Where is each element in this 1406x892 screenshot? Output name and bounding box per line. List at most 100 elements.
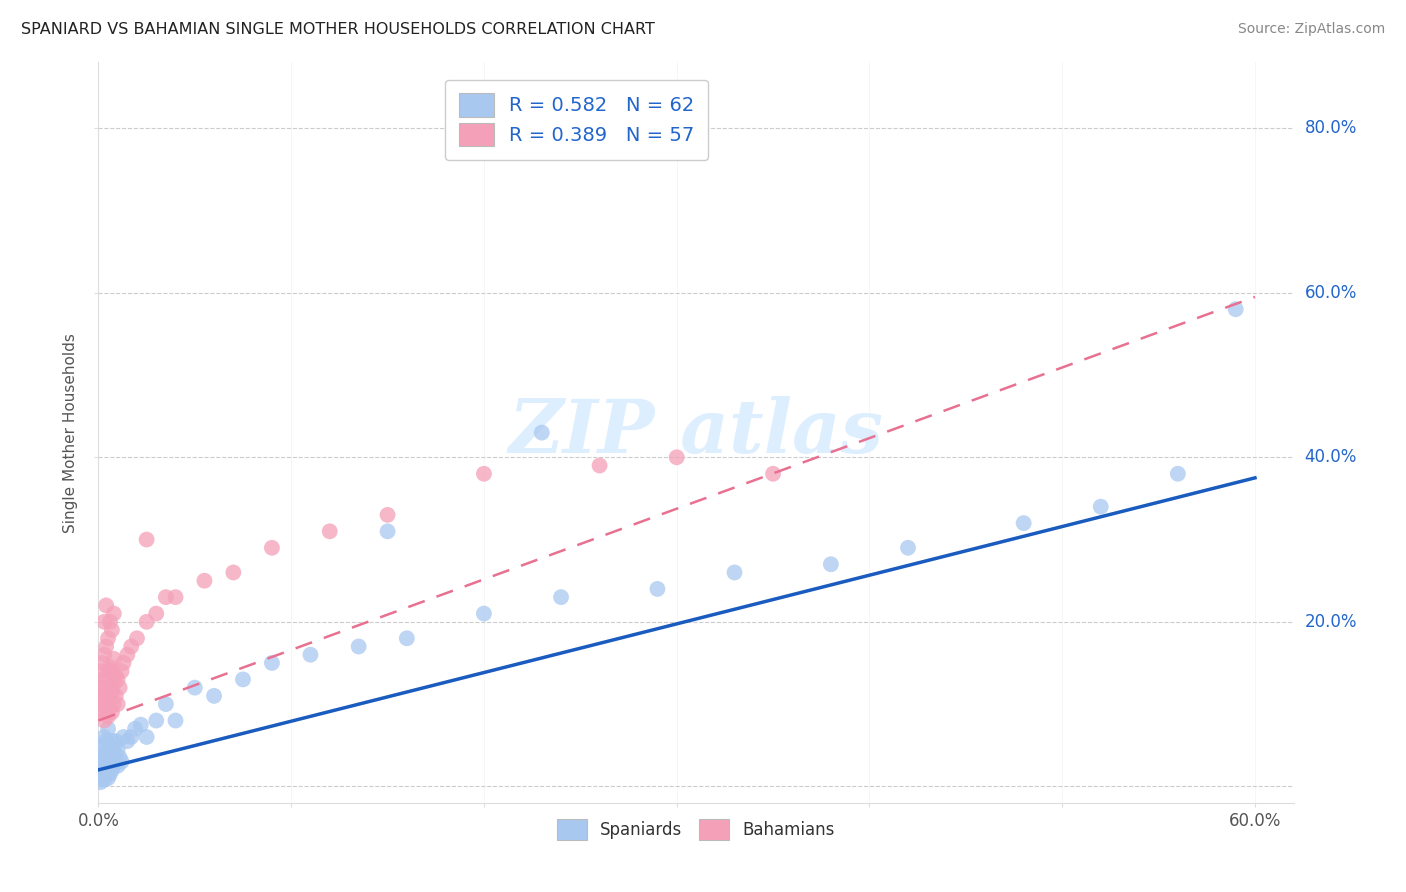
Point	[165, 714, 187, 728]
Point	[762, 467, 785, 481]
Point	[91, 767, 114, 781]
Point	[112, 730, 135, 744]
Point	[820, 558, 842, 572]
Point	[1012, 516, 1035, 530]
Text: ZIP atlas: ZIP atlas	[509, 396, 883, 469]
Point	[89, 697, 111, 711]
Point	[93, 763, 115, 777]
Point	[97, 750, 120, 764]
Point	[97, 709, 120, 723]
Point	[107, 742, 129, 756]
Point	[101, 734, 124, 748]
Point	[120, 640, 142, 654]
Point	[98, 755, 121, 769]
Point	[103, 758, 125, 772]
Point	[104, 668, 127, 682]
Point	[101, 685, 124, 699]
Point	[155, 697, 177, 711]
Text: Source: ZipAtlas.com: Source: ZipAtlas.com	[1237, 22, 1385, 37]
Point	[93, 697, 115, 711]
Point	[472, 607, 495, 621]
Point	[193, 574, 215, 588]
Point	[98, 742, 121, 756]
Point	[377, 524, 399, 539]
Point	[89, 664, 111, 678]
Legend: Spaniards, Bahamians: Spaniards, Bahamians	[550, 813, 842, 847]
Point	[1090, 500, 1112, 514]
Point	[98, 767, 121, 781]
Point	[1167, 467, 1189, 481]
Point	[89, 763, 111, 777]
Point	[93, 738, 115, 752]
Point	[93, 615, 115, 629]
Point	[93, 648, 115, 662]
Point	[377, 508, 399, 522]
Point	[395, 632, 418, 646]
Point	[125, 632, 148, 646]
Point	[135, 615, 157, 629]
Point	[94, 706, 117, 720]
Point	[588, 458, 610, 473]
Point	[101, 664, 124, 678]
Point	[103, 676, 125, 690]
Point	[112, 656, 135, 670]
Point	[1225, 302, 1247, 317]
Point	[135, 533, 157, 547]
Point	[117, 734, 139, 748]
Point	[260, 541, 283, 555]
Text: 60.0%: 60.0%	[1305, 284, 1357, 301]
Point	[107, 697, 129, 711]
Point	[202, 689, 225, 703]
Point	[120, 730, 142, 744]
Point	[129, 717, 152, 731]
Text: 80.0%: 80.0%	[1305, 120, 1357, 137]
Point	[101, 747, 124, 761]
Point	[104, 689, 127, 703]
Point	[94, 640, 117, 654]
Point	[91, 771, 114, 785]
Point	[103, 697, 125, 711]
Point	[89, 775, 111, 789]
Point	[530, 425, 553, 440]
Point	[91, 656, 114, 670]
Point	[94, 599, 117, 613]
Point	[723, 566, 745, 580]
Text: 40.0%: 40.0%	[1305, 449, 1357, 467]
Point	[107, 673, 129, 687]
Point	[135, 730, 157, 744]
Point	[91, 747, 114, 761]
Point	[93, 681, 115, 695]
Point	[101, 623, 124, 637]
Text: SPANIARD VS BAHAMIAN SINGLE MOTHER HOUSEHOLDS CORRELATION CHART: SPANIARD VS BAHAMIAN SINGLE MOTHER HOUSE…	[21, 22, 655, 37]
Point	[94, 767, 117, 781]
Point	[103, 607, 125, 621]
Point	[94, 747, 117, 761]
Point	[347, 640, 370, 654]
Point	[184, 681, 207, 695]
Point	[91, 689, 114, 703]
Point	[472, 467, 495, 481]
Point	[89, 681, 111, 695]
Point	[104, 734, 127, 748]
Point	[94, 734, 117, 748]
Point	[93, 730, 115, 744]
Point	[93, 750, 115, 764]
Point	[145, 607, 167, 621]
Point	[124, 722, 146, 736]
Point	[103, 652, 125, 666]
Point	[647, 582, 669, 596]
Point	[94, 758, 117, 772]
Point	[299, 648, 322, 662]
Point	[101, 763, 124, 777]
Point	[98, 685, 121, 699]
Point	[98, 615, 121, 629]
Point	[108, 750, 131, 764]
Point	[104, 755, 127, 769]
Point	[110, 755, 132, 769]
Point	[165, 590, 187, 604]
Point	[665, 450, 688, 465]
Point	[155, 590, 177, 604]
Point	[97, 664, 120, 678]
Point	[91, 706, 114, 720]
Point	[91, 758, 114, 772]
